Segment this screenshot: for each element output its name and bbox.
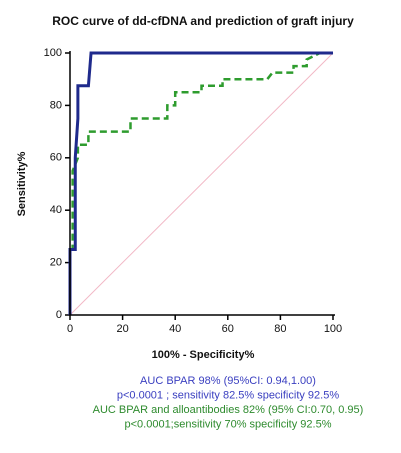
y-tick-label: 80	[50, 99, 62, 111]
annotation: p<0.0001;sensitivity 70% specificity 92.…	[125, 418, 332, 430]
roc-line	[69, 52, 334, 316]
y-tick-label: 40	[50, 204, 62, 216]
y-axis-label: Sensitivity%	[16, 151, 28, 216]
x-tick-label: 0	[67, 323, 73, 335]
x-tick-label: 100	[324, 323, 342, 335]
roc-line	[68, 51, 333, 315]
roc-line	[68, 51, 333, 315]
annotation: p<0.0001 ; sensitivity 82.5% specificity…	[117, 389, 339, 401]
x-axis-label: 100% - Specificity%	[152, 349, 255, 361]
y-tick-label: 60	[50, 152, 62, 164]
y-tick-label: 100	[44, 47, 62, 59]
x-tick-label: 60	[222, 323, 234, 335]
x-tick-label: 40	[169, 323, 181, 335]
y-tick-label: 20	[50, 257, 62, 269]
annotation: AUC BPAR and alloantibodies 82% (95% CI:…	[93, 404, 364, 416]
y-tick-label: 0	[56, 309, 62, 321]
annotation: AUC BPAR 98% (95%CI: 0.94,1.00)	[140, 375, 316, 387]
x-tick-label: 20	[116, 323, 128, 335]
chart-title: ROC curve of dd-cfDNA and prediction of …	[52, 14, 354, 28]
x-tick-label: 80	[274, 323, 286, 335]
